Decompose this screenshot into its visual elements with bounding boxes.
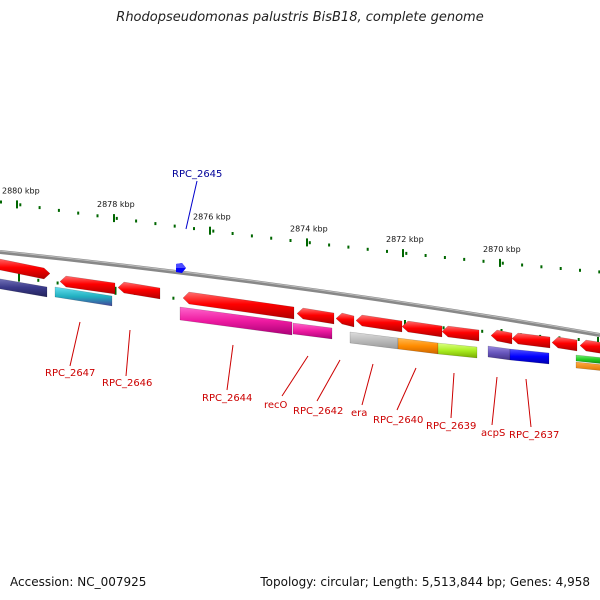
gene-arrow[interactable]	[551, 336, 578, 352]
gene-arrow[interactable]	[579, 339, 600, 354]
ruler-minor-tick	[308, 241, 311, 245]
highlighted-gene-marker[interactable]	[176, 263, 186, 273]
ruler-minor-tick	[231, 232, 234, 235]
ruler-label: 2870 kbp	[483, 245, 521, 254]
ruler-minor-tick	[289, 239, 292, 242]
ruler-minor-tick	[19, 203, 22, 207]
gene-arrow[interactable]	[490, 329, 513, 345]
leader-line-rpc-2645	[185, 180, 198, 230]
gene-track	[0, 258, 600, 371]
gene-label-rpc-2645[interactable]: RPC_2645	[172, 169, 222, 180]
gene-label[interactable]: RPC_2639	[426, 421, 476, 432]
ruler-major-tick	[402, 249, 404, 258]
ruler-major-tick	[499, 258, 501, 267]
ruler-minor-tick	[405, 251, 408, 255]
gene-arrow[interactable]	[355, 314, 403, 333]
ruler-minor-tick	[328, 243, 331, 247]
track-tick	[481, 329, 484, 333]
gene-bar[interactable]	[509, 348, 550, 365]
ruler-minor-tick	[57, 208, 60, 212]
gene-label[interactable]: acpS	[481, 428, 505, 439]
gene-arrow[interactable]	[0, 258, 51, 280]
track-tick	[172, 296, 175, 300]
ruler-minor-tick	[96, 214, 99, 218]
gene-bar[interactable]	[575, 361, 600, 371]
gene-label[interactable]: RPC_2640	[373, 415, 423, 426]
ruler-minor-tick	[173, 224, 176, 228]
ruler-minor-tick	[77, 211, 80, 215]
ruler-minor-tick	[501, 261, 504, 265]
track-tick	[37, 278, 40, 282]
gene-label[interactable]: era	[351, 408, 367, 419]
gene-bar[interactable]	[292, 322, 333, 340]
ruler-minor-tick	[250, 234, 253, 238]
track-tick	[18, 273, 20, 282]
gene-arrow[interactable]	[441, 325, 480, 342]
gene-arrow[interactable]	[296, 307, 335, 325]
ruler-minor-tick	[193, 227, 195, 231]
gene-label[interactable]: RPC_2637	[509, 430, 559, 441]
ruler-minor-tick	[386, 249, 388, 253]
ruler-major-tick	[113, 214, 115, 223]
gene-arrow[interactable]	[511, 332, 551, 349]
ruler-minor-tick	[135, 219, 138, 223]
gene-label[interactable]: RPC_2646	[102, 378, 152, 389]
gene-label[interactable]: RPC_2644	[202, 393, 252, 404]
ruler-minor-tick	[463, 257, 466, 261]
ruler-minor-tick	[540, 265, 543, 269]
gene-label[interactable]: recO	[264, 400, 288, 411]
ruler-minor-tick	[115, 216, 118, 220]
track-tick	[442, 326, 445, 330]
genome-backbone-highlight	[0, 250, 600, 335]
ruler-minor-tick	[443, 256, 446, 259]
gene-bar[interactable]	[487, 345, 511, 361]
gene-bar[interactable]	[54, 286, 113, 307]
gene-label[interactable]: RPC_2642	[293, 406, 343, 417]
ruler-minor-tick	[212, 229, 215, 233]
gene-bar[interactable]	[397, 337, 439, 355]
gene-labels: RPC_2647 RPC_2646 RPC_2644 recO RPC_2642…	[45, 368, 559, 441]
ruler-minor-tick	[0, 200, 2, 204]
track-tick	[597, 337, 599, 345]
ruler-major-tick	[306, 238, 308, 247]
gene-arrow[interactable]	[335, 312, 355, 328]
genome-summary: Topology: circular; Length: 5,513,844 bp…	[260, 575, 590, 589]
track-tick	[114, 286, 117, 295]
ruler-major-tick	[209, 226, 211, 235]
ruler-minor-tick	[347, 245, 350, 249]
ruler-label: 2878 kbp	[97, 200, 135, 209]
gene-bar[interactable]	[437, 342, 478, 359]
ruler-minor-tick	[559, 267, 562, 270]
genome-title: Rhodopseudomonas palustris BisB18, compl…	[116, 10, 484, 25]
gene-arrow[interactable]	[401, 320, 443, 338]
ruler-minor-tick	[482, 259, 485, 263]
ruler-minor-tick	[598, 270, 600, 274]
gene-arrow[interactable]	[59, 275, 116, 295]
ruler-minor-tick	[154, 222, 157, 226]
track-tick	[577, 338, 580, 341]
gene-arrow[interactable]	[117, 281, 161, 300]
ruler-minor-tick	[38, 206, 41, 210]
ruler-label: 2872 kbp	[386, 235, 424, 244]
ruler-minor-tick	[579, 268, 581, 272]
ruler-label: 2874 kbp	[290, 224, 328, 233]
gene-leader-lines	[69, 321, 532, 428]
gene-bar[interactable]	[575, 354, 600, 364]
ruler-major-tick	[16, 200, 18, 209]
gene-label[interactable]: RPC_2647	[45, 368, 95, 379]
track-tick	[56, 281, 59, 285]
ruler-label: 2876 kbp	[193, 213, 231, 222]
ruler-minor-tick	[270, 236, 273, 240]
ruler-minor-tick	[366, 247, 369, 251]
ruler-minor-tick	[521, 263, 524, 267]
gene-bar[interactable]	[179, 306, 293, 336]
accession-label: Accession: NC_007925	[10, 575, 147, 589]
gene-bar[interactable]	[0, 278, 48, 298]
gene-arrow[interactable]	[182, 291, 295, 320]
ruler-minor-tick	[424, 254, 427, 257]
gene-bar[interactable]	[349, 331, 399, 350]
ruler-label: 2880 kbp	[2, 186, 40, 195]
genome-backbone	[0, 250, 600, 337]
